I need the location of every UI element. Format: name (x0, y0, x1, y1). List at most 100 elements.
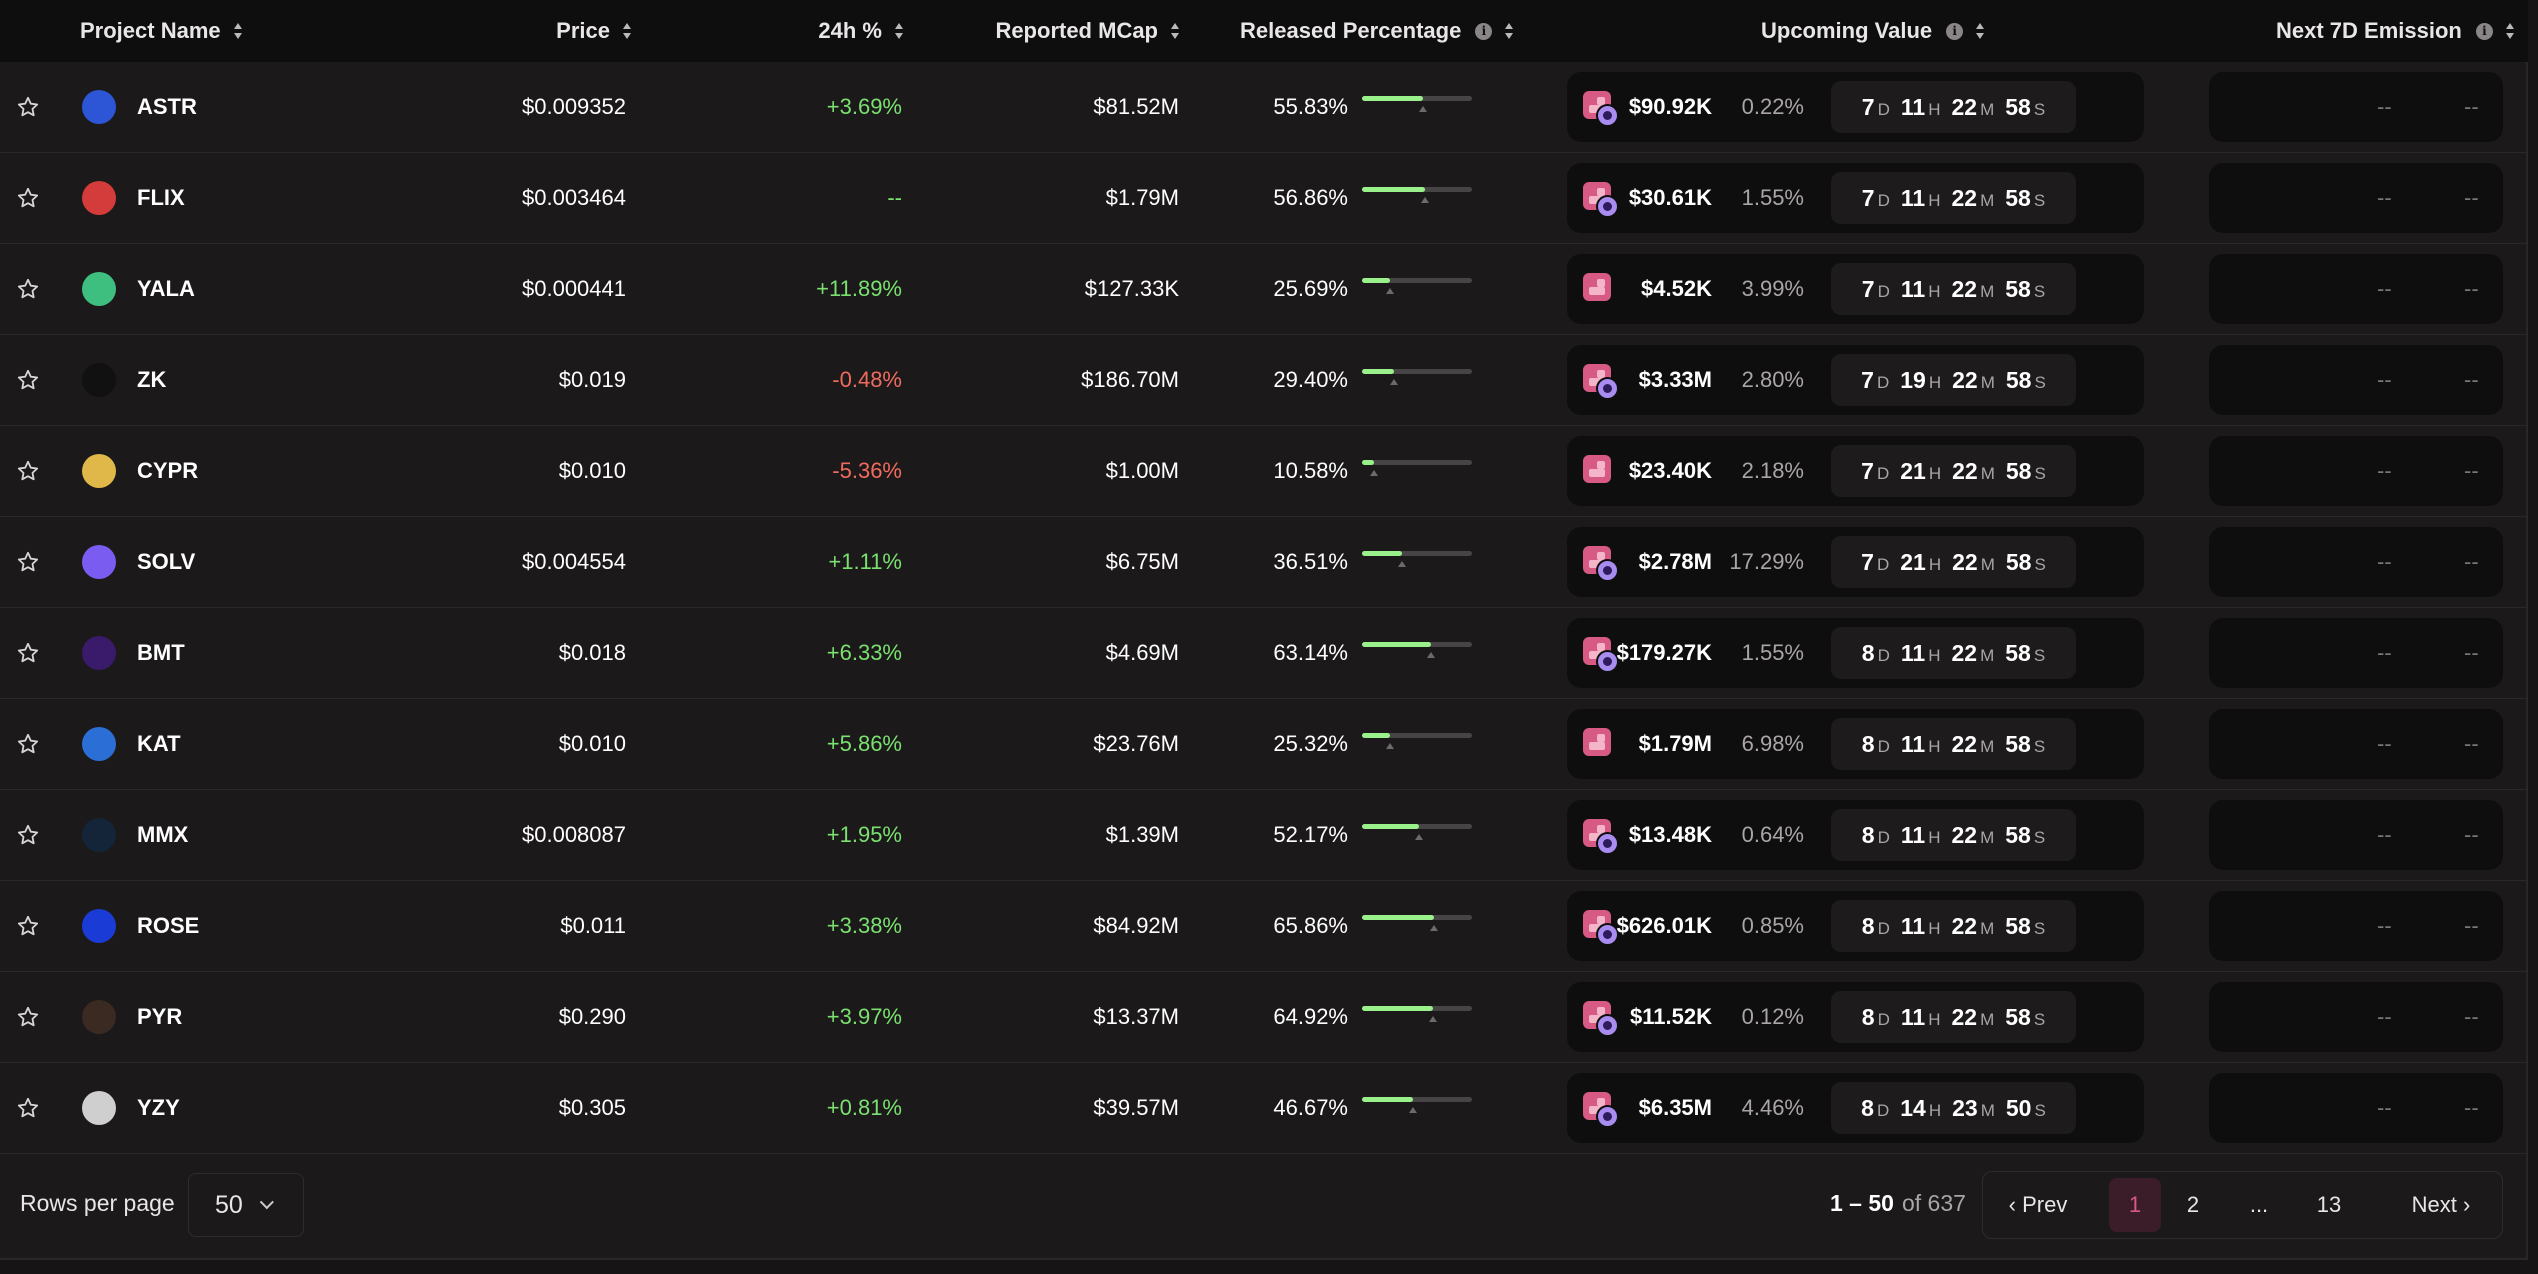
released-progress-marker (1398, 561, 1407, 567)
star-icon[interactable] (16, 95, 40, 119)
next-7d-emission-card: -- -- (2209, 891, 2503, 961)
released-progress-bar (1362, 1006, 1472, 1022)
released-progress-bar (1362, 733, 1472, 749)
info-icon[interactable]: i (1475, 22, 1493, 40)
column-upcoming-value[interactable]: Upcoming Value i (1761, 0, 1985, 62)
countdown-seconds-value: 58 (2005, 275, 2031, 302)
column-price[interactable]: Price (440, 0, 632, 62)
upcoming-value-card[interactable]: $626.01K 0.85% 8 D 11 H 22 M 58 S (1567, 891, 2144, 961)
table-row[interactable]: YZY $0.305 +0.81% $39.57M 46.67% $6.35M 4.46% 8… (0, 1063, 2528, 1154)
upcoming-value-card[interactable]: $13.48K 0.64% 8 D 11 H 22 M 58 S (1567, 800, 2144, 870)
info-icon[interactable]: i (1946, 22, 1964, 40)
star-icon[interactable] (16, 1096, 40, 1120)
token-symbol[interactable]: MMX (137, 822, 189, 847)
token-symbol[interactable]: SOLV (137, 549, 196, 574)
emission-value: -- (2377, 822, 2392, 847)
released-progress-bar (1362, 551, 1472, 567)
token-symbol[interactable]: ZK (137, 367, 167, 392)
upcoming-value-card[interactable]: $23.40K 2.18% 7 D 21 H 22 M 58 S (1567, 436, 2144, 506)
countdown-minutes-value: 22 (1952, 548, 1978, 575)
token-symbol[interactable]: ASTR (137, 94, 197, 119)
star-icon[interactable] (16, 186, 40, 210)
rows-per-page-select[interactable]: 50 (188, 1173, 304, 1237)
released-percentage: 55.83% (1273, 94, 1348, 119)
token-symbol[interactable]: ROSE (137, 913, 200, 938)
change-24h: +1.95% (826, 822, 902, 847)
released-percentage: 56.86% (1273, 185, 1348, 210)
next-7d-emission-card: -- -- (2209, 436, 2503, 506)
next-7d-emission-card: -- -- (2209, 618, 2503, 688)
table-row[interactable]: ROSE $0.011 +3.38% $84.92M 65.86% $626.01K 0.8… (0, 881, 2528, 972)
star-icon[interactable] (16, 823, 40, 847)
table-row[interactable]: CYPR $0.010 -5.36% $1.00M 10.58% $23.40K 2.18%… (0, 426, 2528, 517)
upcoming-value-card[interactable]: $2.78M 17.29% 7 D 21 H 22 M 58 S (1567, 527, 2144, 597)
countdown-hours: 11 H (1901, 94, 1941, 121)
prev-page-button[interactable]: ‹ Prev (2008, 1192, 2068, 1217)
table-row[interactable]: MMX $0.008087 +1.95% $1.39M 52.17% $13.48K 0.6… (0, 790, 2528, 881)
countdown-seconds: 58 S (2006, 549, 2046, 576)
upcoming-value: $13.48K (1628, 822, 1712, 847)
star-icon[interactable] (16, 277, 40, 301)
countdown-hours-value: 11 (1900, 1003, 1926, 1030)
next-7d-emission-card: -- -- (2209, 163, 2503, 233)
table-row[interactable]: KAT $0.010 +5.86% $23.76M 25.32% $1.79M 6.98% 8… (0, 699, 2528, 790)
page-button-2[interactable]: 2 (2186, 1192, 2200, 1217)
released-progress-bar (1362, 96, 1472, 112)
upcoming-value-card[interactable]: $3.33M 2.80% 7 D 19 H 22 M 58 S (1567, 345, 2144, 415)
sort-icon (1975, 22, 1985, 40)
page-button-13[interactable]: 13 (2316, 1192, 2342, 1217)
emission-value: -- (2377, 367, 2392, 392)
countdown-hours: 21 H (1900, 458, 1941, 485)
info-icon[interactable]: i (2475, 22, 2493, 40)
page-button-1[interactable]: 1 (2109, 1178, 2161, 1232)
upcoming-value-card[interactable]: $1.79M 6.98% 8 D 11 H 22 M 58 S (1567, 709, 2144, 779)
upcoming-value: $4.52K (1641, 276, 1712, 301)
table-row[interactable]: YALA $0.000441 +11.89% $127.33K 25.69% $4.52K… (0, 244, 2528, 335)
token-symbol[interactable]: KAT (137, 731, 181, 756)
star-icon[interactable] (16, 459, 40, 483)
table-row[interactable]: ASTR $0.009352 +3.69% $81.52M 55.83% $90.92K 0… (0, 62, 2528, 153)
token-symbol[interactable]: FLIX (137, 185, 185, 210)
next-7d-emission-card: -- -- (2209, 254, 2503, 324)
countdown-days-value: 7 (1861, 548, 1874, 575)
upcoming-value-card[interactable]: $11.52K 0.12% 8 D 11 H 22 M 58 S (1567, 982, 2144, 1052)
upcoming-value-card[interactable]: $4.52K 3.99% 7 D 11 H 22 M 58 S (1567, 254, 2144, 324)
column-reported-mcap[interactable]: Reported MCap (920, 0, 1180, 62)
countdown-minutes-unit: M (1980, 645, 1995, 665)
star-icon[interactable] (16, 732, 40, 756)
table-row[interactable]: SOLV $0.004554 +1.11% $6.75M 36.51% $2.78M 17.… (0, 517, 2528, 608)
star-icon[interactable] (16, 1005, 40, 1029)
column-next-7d-emission[interactable]: Next 7D Emission i (2276, 0, 2515, 62)
star-icon[interactable] (16, 914, 40, 938)
star-icon[interactable] (16, 550, 40, 574)
table-row[interactable]: ZK $0.019 -0.48% $186.70M 29.40% $3.33M 2.80% 7… (0, 335, 2528, 426)
countdown-seconds-unit: S (2033, 736, 2046, 756)
upcoming-value-card[interactable]: $179.27K 1.55% 8 D 11 H 22 M 58 S (1567, 618, 2144, 688)
table-row[interactable]: FLIX $0.003464 -- $1.79M 56.86% $30.61K 1.55% 7… (0, 153, 2528, 244)
token-symbol[interactable]: CYPR (137, 458, 199, 483)
table-row[interactable]: PYR $0.290 +3.97% $13.37M 64.92% $11.52K 0.12%… (0, 972, 2528, 1063)
column-project-name[interactable]: Project Name (80, 0, 243, 62)
upcoming-value-card[interactable]: $6.35M 4.46% 8 D 14 H 23 M 50 S (1567, 1073, 2144, 1143)
token-symbol[interactable]: BMT (137, 640, 185, 665)
next-page-button[interactable]: Next › (2411, 1192, 2471, 1217)
upcoming-value-card[interactable]: $90.92K 0.22% 7 D 11 H 22 M 58 S (1567, 72, 2144, 142)
upcoming-value-card[interactable]: $30.61K 1.55% 7 D 11 H 22 M 58 S (1567, 163, 2144, 233)
column-released-percentage[interactable]: Released Percentage i (1240, 0, 1514, 62)
token-symbol[interactable]: YALA (137, 276, 195, 301)
token-symbol[interactable]: YZY (137, 1095, 180, 1120)
countdown-seconds-value: 58 (2005, 93, 2031, 120)
upcoming-percent: 6.98% (1741, 731, 1804, 756)
star-icon[interactable] (16, 641, 40, 665)
table-row[interactable]: BMT $0.018 +6.33% $4.69M 63.14% $179.27K 1.55%… (0, 608, 2528, 699)
countdown-minutes-value: 22 (1951, 275, 1978, 302)
token-symbol[interactable]: PYR (137, 1004, 183, 1029)
column-24h-change[interactable]: 24h % (700, 0, 904, 62)
upcoming-percent: 1.55% (1741, 185, 1804, 210)
star-icon[interactable] (16, 368, 40, 392)
change-24h: +3.69% (826, 94, 902, 119)
range-text: 1 – 50 (1830, 1190, 1894, 1216)
unlock-event-icon (1583, 546, 1619, 582)
